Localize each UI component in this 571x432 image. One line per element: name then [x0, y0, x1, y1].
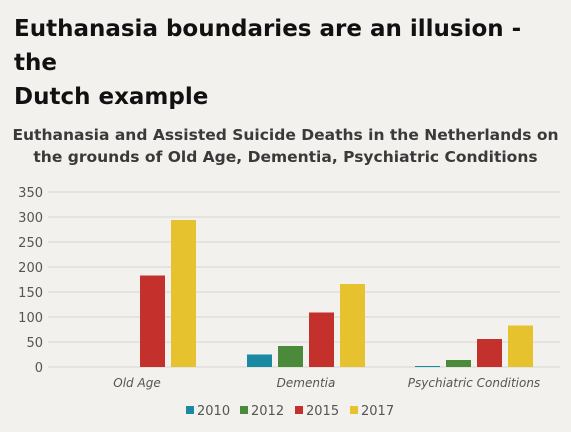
- y-tick-label: 50: [26, 336, 43, 351]
- legend-label: 2012: [251, 404, 284, 419]
- x-category-label: Dementia: [277, 376, 336, 390]
- legend-swatch: [295, 406, 303, 414]
- chart-title-line-2: the grounds of Old Age, Dementia, Psychi…: [33, 148, 538, 166]
- legend-swatch: [240, 406, 248, 414]
- legend-swatch: [186, 406, 194, 414]
- headline-line-2: Dutch example: [14, 84, 209, 110]
- legend-label: 2010: [197, 404, 230, 419]
- legend-swatch: [350, 406, 358, 414]
- chart-title: Euthanasia and Assisted Suicide Deaths i…: [0, 124, 571, 168]
- legend-label: 2017: [361, 404, 394, 419]
- bar-2010-psychiatric-conditions: [415, 366, 440, 367]
- y-tick-label: 100: [18, 311, 43, 326]
- y-axis: 0 50 100 150 200 250 300 350: [18, 186, 43, 376]
- gridlines: [48, 191, 560, 368]
- bar-2017-old-age: [171, 220, 196, 367]
- bar-2017-dementia: [340, 284, 365, 367]
- legend: 2010 2012 2015 2017: [186, 404, 394, 419]
- chart-title-line-1: Euthanasia and Assisted Suicide Deaths i…: [12, 126, 559, 144]
- bars: [140, 220, 533, 367]
- y-tick-label: 350: [18, 186, 43, 201]
- headline: Euthanasia boundaries are an illusion - …: [14, 12, 564, 114]
- bar-2015-old-age: [140, 275, 165, 367]
- y-tick-label: 200: [18, 261, 43, 276]
- x-category-label: Old Age: [113, 376, 160, 390]
- x-axis: Old Age Dementia Psychiatric Conditions: [113, 376, 540, 390]
- bar-2017-psychiatric-conditions: [508, 325, 533, 367]
- bar-2012-dementia: [278, 346, 303, 367]
- bar-2015-dementia: [309, 312, 334, 367]
- headline-line-1: Euthanasia boundaries are an illusion - …: [14, 16, 522, 76]
- y-tick-label: 150: [18, 286, 43, 301]
- x-category-label: Psychiatric Conditions: [408, 376, 540, 390]
- bar-2015-psychiatric-conditions: [477, 339, 502, 367]
- y-tick-label: 0: [35, 361, 43, 376]
- y-tick-label: 300: [18, 211, 43, 226]
- y-tick-label: 250: [18, 236, 43, 251]
- bar-2010-dementia: [247, 354, 272, 367]
- legend-label: 2015: [306, 404, 339, 419]
- bar-2012-psychiatric-conditions: [446, 360, 471, 367]
